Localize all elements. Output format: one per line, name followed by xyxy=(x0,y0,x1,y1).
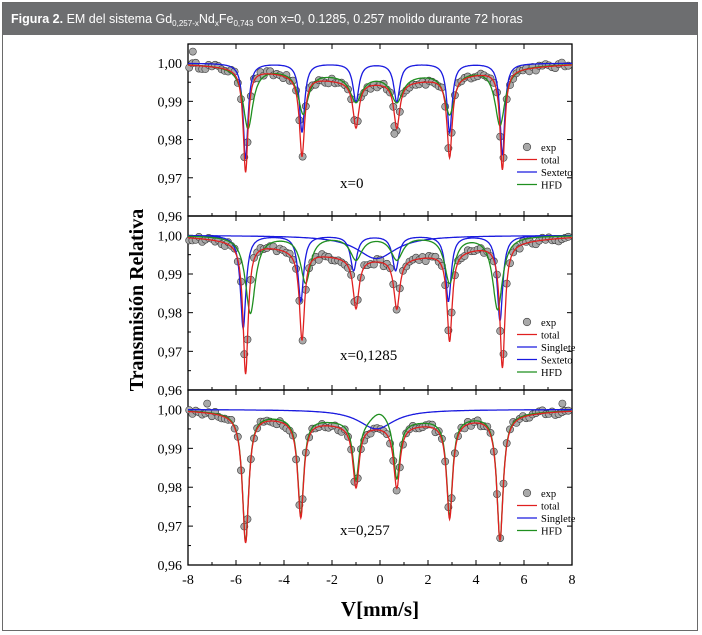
y-tick-label: 0,98 xyxy=(158,307,183,322)
fit-line-total xyxy=(188,64,572,173)
y-tick-label: 0,96 xyxy=(158,559,183,574)
fit-line-total xyxy=(188,237,572,375)
y-tick-label: 0,99 xyxy=(158,442,183,457)
legend-label: HFD xyxy=(541,181,562,192)
fit-line-sexteto xyxy=(188,234,572,332)
x-tick-label: -6 xyxy=(230,573,242,588)
legend-label: total xyxy=(541,502,560,513)
fit-line-hfd xyxy=(188,235,572,315)
legend-label: Singlete xyxy=(541,343,576,354)
plot-frame xyxy=(187,43,573,217)
y-tick-label: 0,96 xyxy=(158,384,183,399)
caption-text-1: EM del sistema Gd xyxy=(66,12,173,26)
fit-line-singlete xyxy=(188,235,572,260)
x-tick-label: 6 xyxy=(521,573,528,588)
y-tick-label: 0,98 xyxy=(158,481,183,496)
exp-point xyxy=(390,129,399,138)
x-tick-label: 0 xyxy=(377,573,384,588)
exp-point xyxy=(564,232,573,241)
exp-point xyxy=(253,74,262,83)
panel-annotation: x=0,257 xyxy=(340,523,390,539)
y-tick-label: 1,00 xyxy=(158,229,183,244)
caption-text-4: con x=0, 0.1285, 0.257 molido durante 72… xyxy=(256,12,523,26)
y-tick-label: 0,97 xyxy=(158,520,183,535)
x-tick-label: 4 xyxy=(473,573,480,588)
caption-sub-1: 0,257-x xyxy=(172,19,199,28)
x-tick-label: -8 xyxy=(182,573,194,588)
x-tick-label: 2 xyxy=(425,573,432,588)
exp-point xyxy=(558,399,567,408)
y-axis-label: Transmisión Relativa xyxy=(126,209,148,391)
legend-marker-exp xyxy=(522,317,532,327)
legend-label: exp xyxy=(541,489,556,500)
y-tick-label: 1,00 xyxy=(158,403,183,418)
caption-text-3: Fe xyxy=(218,12,234,26)
y-tick-label: 0,99 xyxy=(158,268,183,283)
exp-point xyxy=(188,47,197,56)
x-axis-label: V[mm/s] xyxy=(341,597,419,621)
legend-label: total xyxy=(541,156,560,167)
y-tick-label: 0,96 xyxy=(158,210,183,225)
legend-marker-exp xyxy=(522,142,532,152)
y-tick-label: 0,99 xyxy=(158,95,183,110)
legend-label: exp xyxy=(541,318,556,329)
exp-point xyxy=(285,249,294,258)
y-tick-label: 1,00 xyxy=(158,57,183,72)
legend-label: Sexteto xyxy=(541,356,573,367)
x-tick-label: 8 xyxy=(569,573,576,588)
fit-line-total xyxy=(188,410,572,544)
legend-label: Singlete xyxy=(541,514,576,525)
y-tick-label: 0,97 xyxy=(158,172,183,187)
figure-caption: Figura 2. EM del sistema Gd0,257-xNdxFe0… xyxy=(3,3,697,35)
caption-sub-2: x xyxy=(214,19,219,28)
exp-point xyxy=(203,399,212,408)
y-tick-label: 0,98 xyxy=(158,134,183,149)
legend-label: HFD xyxy=(541,527,562,538)
panel-annotation: x=0 xyxy=(340,176,363,192)
caption-sub-3: 0,743 xyxy=(233,19,254,28)
y-tick-label: 0,97 xyxy=(158,345,183,360)
fit-line-singlete xyxy=(188,409,572,430)
legend-label: total xyxy=(541,331,560,342)
legend-label: Sexteto xyxy=(541,168,573,179)
exp-point xyxy=(227,415,236,424)
fit-line-sexteto xyxy=(187,62,572,160)
legend-label: HFD xyxy=(541,368,562,379)
legend-label: exp xyxy=(541,143,556,154)
legend-marker-exp xyxy=(522,488,532,498)
x-tick-label: -2 xyxy=(326,573,338,588)
panel-annotation: x=0,1285 xyxy=(340,348,397,364)
caption-text-2: Nd xyxy=(198,12,215,26)
caption-label: Figura 2. xyxy=(11,12,64,26)
x-tick-label: -4 xyxy=(278,573,290,588)
